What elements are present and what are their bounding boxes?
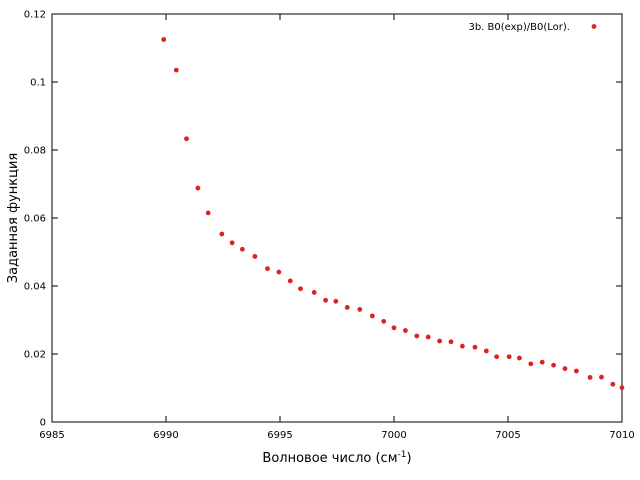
data-point [574,368,579,374]
x-tick-label: 6985 [39,430,64,441]
data-point [276,269,282,275]
legend-marker [591,24,597,29]
data-point [517,355,522,361]
y-axis-label: Заданная функция [6,153,21,283]
data-point [161,37,167,42]
y-tick-label: 0.04 [24,282,46,293]
data-points [161,37,625,391]
data-point [287,278,293,284]
plot-frame [51,13,623,423]
data-point [239,246,245,252]
data-point [184,136,189,142]
legend-label: 3b. B0(exp)/B0(Lor). [468,22,570,33]
data-point [298,286,303,292]
data-point [587,375,593,380]
x-tick-label: 7005 [495,430,520,441]
data-point [357,307,363,312]
data-point [391,325,397,331]
data-point [205,210,211,216]
data-point [265,266,270,272]
y-tick-label: 0.1 [30,78,46,89]
y-tick-label: 0.12 [24,10,46,21]
data-point [369,313,375,319]
data-point [219,231,225,237]
data-point [619,385,625,391]
axis-ticks: 6985 6990 6995 7000 7005 7010 0 0.02 0.04 0.06 0.0… [24,10,635,442]
data-point [344,305,350,310]
data-point [483,348,489,354]
data-point [381,318,387,324]
data-point [403,328,408,333]
data-point [229,240,235,246]
data-point [562,366,568,372]
data-point [195,185,201,191]
data-point [425,334,431,340]
data-point [528,361,534,367]
data-point [448,339,454,345]
data-point [333,298,339,304]
data-point [599,374,604,380]
data-point [414,333,420,339]
y-tick-label: 0.06 [24,214,46,225]
data-point [494,354,499,360]
data-point [506,354,512,360]
legend: 3b. B0(exp)/B0(Lor). [468,22,597,33]
data-point [551,362,556,368]
y-tick-label: 0 [40,418,46,429]
data-point [323,297,328,303]
data-point [252,254,258,259]
x-axis-label: Волновое число (см-1) [262,450,411,466]
y-tick-label: 0.08 [24,146,46,157]
data-point [460,343,465,349]
x-tick-label: 7000 [381,430,406,441]
x-tick-label: 7010 [609,430,634,441]
y-tick-label: 0.02 [24,350,46,361]
data-point [311,290,317,295]
x-tick-label: 6995 [267,430,292,441]
data-point [472,344,478,350]
data-point [173,67,179,73]
x-tick-label: 6990 [153,430,178,441]
data-point [437,338,442,344]
data-point [610,381,616,387]
data-point [539,359,545,365]
